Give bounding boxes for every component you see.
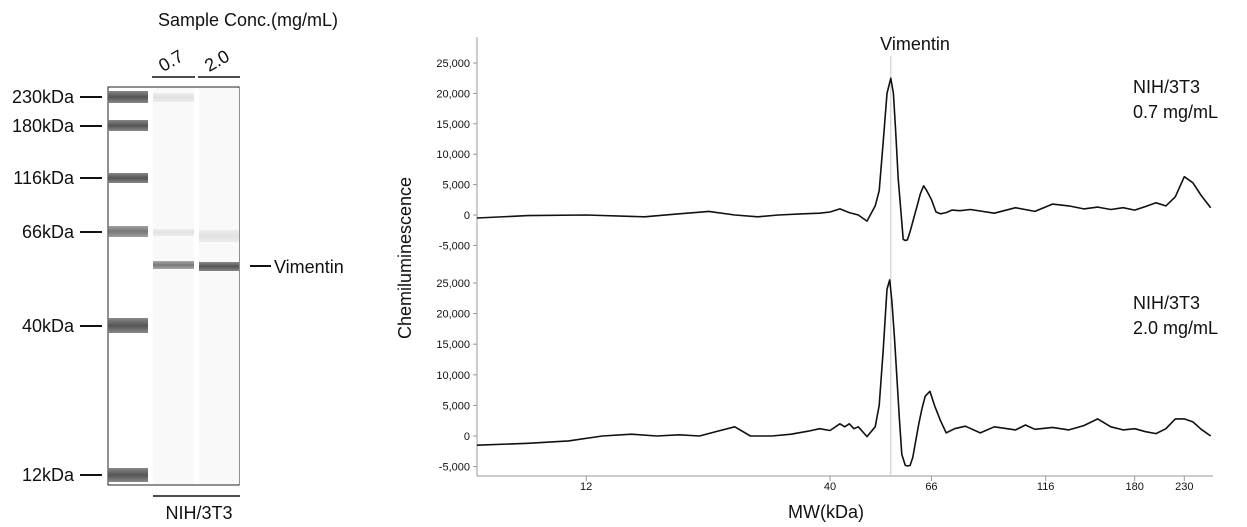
- panel-1-trace-line: [476, 77, 1212, 242]
- peak-label: Vimentin: [880, 34, 950, 54]
- ladder-label-180-text: 180kDa: [12, 116, 75, 136]
- panel-2-y-tick-label-6: -5,000: [439, 462, 470, 474]
- ladder-label-66-text: 66kDa: [22, 222, 75, 242]
- panel-2-trace-line: [476, 279, 1212, 467]
- lane-label-2-text: 2.0: [201, 46, 233, 76]
- lane-1-faint-band-230: [153, 93, 194, 102]
- panel-1-y-tick-label-1: 20,000: [436, 88, 470, 100]
- chart-plot-layer: 12 40 66 116 180 230 25,000 20,000 15,000 10,000 5…: [436, 37, 1218, 493]
- ladder-label-116-text: 116kDa: [13, 168, 75, 188]
- gel-footer: NIH/3T3: [165, 503, 232, 523]
- panel-2-y-tick-label-3: 10,000: [436, 370, 470, 382]
- x-tick-label-12: 12: [580, 481, 592, 493]
- panel-1-y-tick-label-4: 5,000: [442, 180, 470, 192]
- y-axis-label: Chemiluminescence: [395, 177, 415, 339]
- gel-header: Sample Conc.(mg/mL): [158, 10, 338, 30]
- ladder-band-180: [108, 120, 148, 131]
- ladder-label-230-text: 230kDa: [12, 87, 75, 107]
- panel-2-y-tick-label-1: 20,000: [436, 309, 470, 321]
- lane-label-1: 0.7: [152, 46, 195, 78]
- vimentin-band-label: Vimentin: [274, 257, 344, 277]
- ladder-label-40: 40kDa: [22, 316, 102, 336]
- electropherogram-chart: Chemiluminescence MW(kDa) Vimentin 12 40 6…: [395, 34, 1218, 522]
- x-tick-label-230: 230: [1175, 481, 1193, 493]
- panel-1-y-tick-label-6: -5,000: [439, 240, 470, 252]
- ladder-label-66: 66kDa: [22, 222, 102, 242]
- panel-2-annotation-1: NIH/3T3: [1133, 293, 1200, 313]
- lane-1-background: [153, 88, 194, 484]
- panel-2-annotation-2: 2.0 mg/mL: [1133, 318, 1218, 338]
- ladder-band-66: [108, 226, 148, 237]
- lane-2-background: [199, 88, 239, 484]
- x-axis-label: MW(kDa): [788, 502, 864, 522]
- panel-1-annotation-1: NIH/3T3: [1133, 77, 1200, 97]
- ladder-label-116: 116kDa: [13, 168, 102, 188]
- panel-1-y-tick-label-0: 25,000: [436, 58, 470, 70]
- panel-1-y-tick-label-2: 15,000: [436, 119, 470, 131]
- lane-2-faint-band-66: [199, 230, 239, 242]
- lane-1-faint-band-66: [153, 229, 194, 236]
- ladder-band-40: [108, 318, 148, 333]
- ladder-label-12: 12kDa: [22, 465, 102, 485]
- lane-1-vimentin-band: [153, 261, 194, 269]
- ladder-label-12-text: 12kDa: [22, 465, 75, 485]
- ladder-label-40-text: 40kDa: [22, 316, 75, 336]
- panel-2-y-tick-label-5: 0: [464, 431, 470, 443]
- lane-2-vimentin-band: [199, 262, 239, 271]
- x-tick-label-116: 116: [1037, 481, 1055, 493]
- gel-panel: Sample Conc.(mg/mL) 0.7 2.0 230kDa: [12, 10, 344, 523]
- panel-1-annotation-2: 0.7 mg/mL: [1133, 102, 1218, 122]
- panel-2-y-tick-label-0: 25,000: [436, 278, 470, 290]
- x-tick-label-66: 66: [925, 481, 937, 493]
- panel-2-y-tick-label-4: 5,000: [442, 400, 470, 412]
- panel-2-y-tick-label-2: 15,000: [436, 339, 470, 351]
- panel-1-y-tick-label-5: 0: [464, 210, 470, 222]
- lane-label-1-text: 0.7: [155, 46, 187, 76]
- ladder-label-180: 180kDa: [12, 116, 102, 136]
- x-tick-label-40: 40: [824, 481, 836, 493]
- ladder-band-116: [108, 173, 148, 183]
- ladder-band-230: [108, 91, 148, 103]
- lane-label-2: 2.0: [198, 46, 240, 78]
- ladder-band-12: [108, 468, 148, 482]
- ladder-label-230: 230kDa: [12, 87, 102, 107]
- panel-1-y-tick-label-3: 10,000: [436, 149, 470, 161]
- x-tick-label-180: 180: [1125, 481, 1143, 493]
